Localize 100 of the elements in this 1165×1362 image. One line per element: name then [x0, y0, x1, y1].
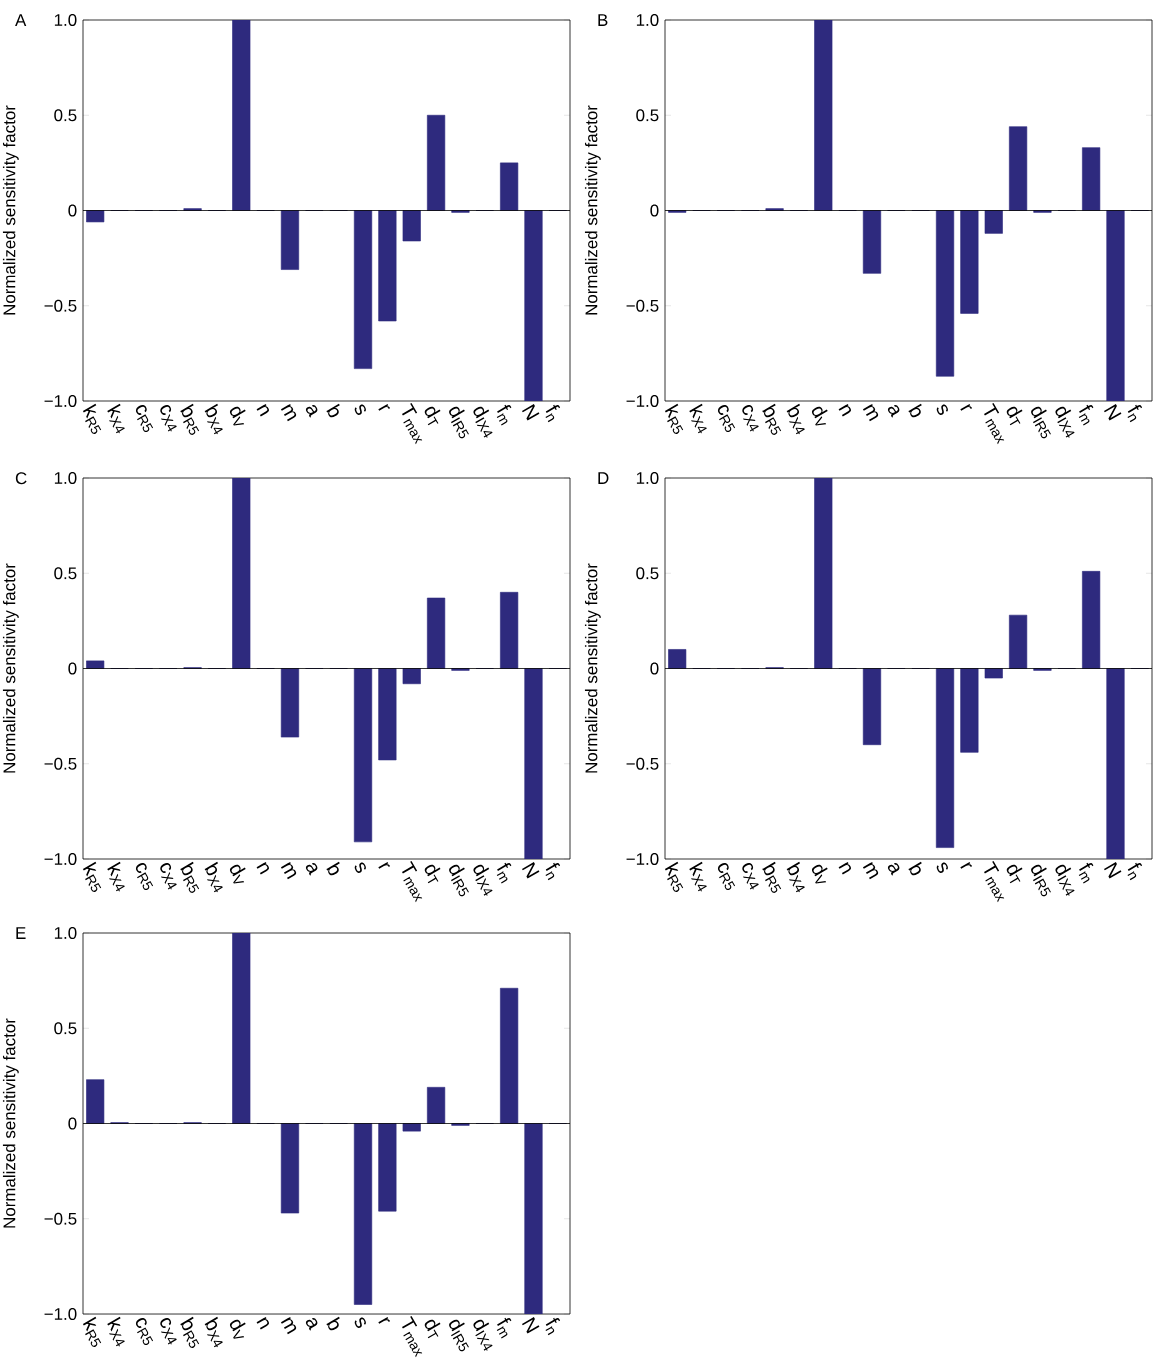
y-tick-label: 0.5: [54, 109, 77, 122]
x-tick-label: f$_{n}$: [545, 1317, 561, 1336]
x-tick-label: d$_{IX4}$: [1055, 406, 1075, 438]
x-tick-label: b$_{R5}$: [762, 861, 782, 893]
x-tick-label: d$_{V}$: [811, 864, 828, 884]
x-tick-label: b$_{R5}$: [180, 861, 200, 893]
x-tick-label: n: [256, 1316, 270, 1330]
x-tick-label: d$_{IX4}$: [1055, 864, 1075, 896]
y-tick-label: 1.0: [54, 927, 77, 940]
y-tick-label: 1.0: [54, 14, 77, 26]
y-tick-label: −1.0: [626, 853, 659, 866]
x-tick-label: c$_{X4}$: [742, 405, 759, 432]
x-tick-label: d$_{IR5}$: [449, 406, 469, 439]
x-tick-label: f$_{n}$: [545, 862, 561, 881]
x-tick-label: d$_{V}$: [229, 1319, 246, 1339]
x-tick-label: b$_{R5}$: [762, 403, 782, 435]
x-tick-label: s: [936, 404, 948, 415]
x-tick-label: f$_{m}$: [1078, 862, 1094, 884]
x-tick-label: m: [862, 403, 879, 422]
x-tick-label: b$_{R5}$: [180, 1316, 200, 1348]
y-tick-label: −0.5: [44, 757, 77, 770]
x-tick-label: c$_{R5}$: [135, 1318, 154, 1346]
x-tick-label: r: [378, 403, 390, 411]
x-tick-label: d$_{IR5}$: [449, 864, 469, 897]
x-tick-label: c$_{R5}$: [717, 863, 736, 891]
x-tick-label: r: [378, 861, 390, 869]
x-tick-label: d$_{T}$: [1006, 406, 1023, 426]
x-tick-label: d$_{T}$: [424, 1319, 441, 1339]
y-tick-label: 1.0: [54, 472, 77, 485]
x-tick-label: d$_{V}$: [229, 864, 246, 884]
y-tick-label: −0.5: [44, 299, 77, 312]
y-tick-label: −1.0: [44, 395, 77, 408]
x-tick-label: k$_{R5}$: [82, 403, 102, 434]
x-tick-label: r: [960, 861, 973, 869]
y-axis-title: Normalized sensitivity factor: [2, 1018, 19, 1228]
x-tick-label: k$_{X4}$: [689, 861, 707, 892]
x-tick-label: c$_{R5}$: [135, 863, 154, 891]
x-tick-label: b$_{R5}$: [180, 403, 200, 435]
x-tick-label: b$_{X4}$: [786, 403, 805, 435]
x-tick-label: n: [256, 403, 270, 417]
x-tick-label: d$_{T}$: [424, 864, 441, 884]
x-tick-label: d$_{T}$: [1006, 864, 1023, 884]
x-tick-label: m: [280, 861, 297, 880]
x-tick-label: a: [305, 1317, 318, 1331]
x-tick-label: d$_{IX4}$: [473, 406, 493, 438]
x-tick-label: b$_{X4}$: [204, 1316, 223, 1348]
chart-title: A: [15, 14, 27, 26]
x-tick-label: n: [838, 403, 852, 417]
x-tick-label: s: [936, 862, 948, 873]
x-tick-label: f$_{m}$: [496, 1317, 512, 1339]
x-tick-label: f$_{m}$: [496, 404, 512, 426]
y-tick-label: −0.5: [44, 1212, 77, 1225]
y-axis-title: Normalized sensitivity factor: [584, 563, 601, 773]
x-tick-label: m: [280, 403, 297, 422]
y-axis-title: Normalized sensitivity factor: [584, 105, 601, 315]
x-tick-label: s: [354, 1317, 366, 1328]
x-tick-label: f$_{m}$: [496, 862, 512, 884]
y-tick-label: 0: [650, 204, 659, 217]
x-tick-label: d$_{V}$: [229, 406, 246, 426]
x-tick-label: n: [838, 861, 852, 875]
x-tick-label: k$_{R5}$: [82, 1316, 102, 1347]
x-tick-label: d$_{IR5}$: [1031, 864, 1051, 897]
x-tick-label: c$_{X4}$: [160, 405, 177, 432]
y-tick-label: 1.0: [636, 472, 659, 485]
x-tick-label: k$_{R5}$: [82, 861, 102, 892]
x-tick-label: N: [521, 404, 540, 421]
x-tick-label: a: [305, 404, 318, 418]
y-tick-label: 0.5: [636, 567, 659, 580]
x-tick-label: b: [326, 861, 340, 876]
x-tick-label: b: [908, 861, 922, 876]
y-tick-label: −1.0: [626, 395, 659, 408]
chart-title: C: [15, 472, 27, 485]
y-tick-label: 0.5: [636, 109, 659, 122]
x-tick-label: N: [1103, 862, 1122, 879]
x-tick-label: s: [354, 862, 366, 873]
x-tick-label: b$_{X4}$: [786, 861, 805, 893]
x-tick-label: r: [378, 1316, 390, 1324]
y-tick-label: −1.0: [44, 1308, 77, 1321]
x-tick-label: k$_{X4}$: [107, 403, 125, 434]
x-tick-label: m: [280, 1316, 297, 1335]
x-tick-label: a: [887, 404, 900, 418]
y-tick-label: −0.5: [626, 757, 659, 770]
x-tick-label: c$_{X4}$: [160, 863, 177, 890]
x-tick-label: k$_{R5}$: [664, 861, 684, 892]
x-tick-label: a: [887, 862, 900, 876]
y-tick-label: 0.5: [54, 567, 77, 580]
x-tick-label: d$_{IX4}$: [473, 864, 493, 896]
x-tick-label: N: [521, 1317, 540, 1334]
x-tick-label: c$_{X4}$: [160, 1318, 177, 1345]
x-tick-label: c$_{R5}$: [135, 405, 154, 433]
x-tick-label: d$_{IX4}$: [473, 1319, 493, 1351]
y-axis-title: Normalized sensitivity factor: [2, 563, 19, 773]
chart-title: D: [598, 472, 609, 484]
y-tick-label: 0: [650, 662, 659, 675]
x-tick-label: f$_{n}$: [1127, 404, 1143, 423]
x-tick-label: r: [960, 403, 973, 411]
x-tick-label: d$_{T}$: [424, 406, 441, 426]
y-tick-label: 0: [68, 1117, 77, 1130]
x-tick-label: c$_{X4}$: [742, 863, 759, 890]
chart-title: B: [598, 14, 608, 26]
